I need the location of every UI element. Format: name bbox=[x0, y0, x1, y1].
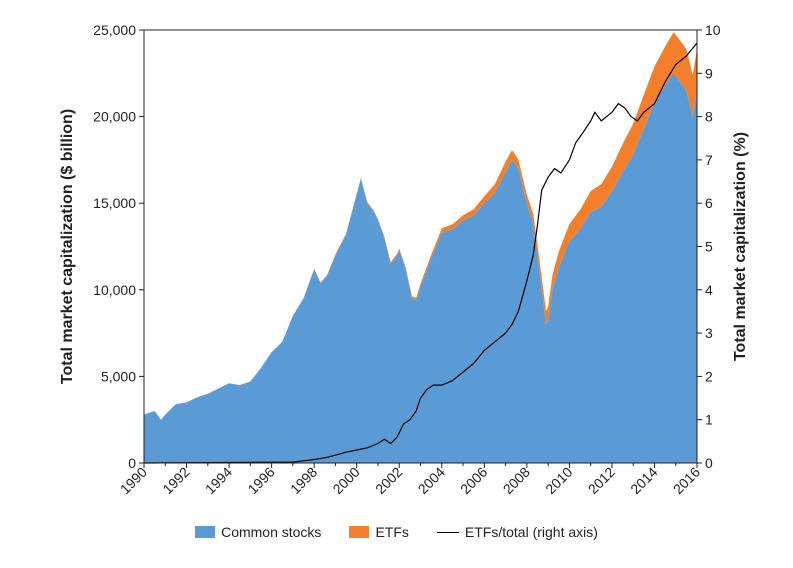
y-right-tick-label: 2 bbox=[705, 368, 713, 384]
legend-label-common-stocks: Common stocks bbox=[221, 524, 322, 540]
x-tick-label: 2000 bbox=[329, 464, 362, 497]
legend-swatch-etf-ratio bbox=[436, 531, 459, 533]
y-left-tick-label: 15,000 bbox=[93, 195, 136, 211]
y-left-tick-label: 5,000 bbox=[101, 368, 136, 384]
x-tick-label: 2008 bbox=[500, 464, 533, 497]
x-tick-label: 2016 bbox=[670, 464, 703, 497]
legend-item-etf-ratio: ETFs/total (right axis) bbox=[436, 524, 598, 540]
y-right-tick-label: 7 bbox=[705, 152, 713, 168]
x-tick-label: 2010 bbox=[542, 464, 575, 497]
y-right-tick-label: 10 bbox=[705, 22, 721, 38]
y-right-tick-label: 3 bbox=[705, 325, 713, 341]
y-right-tick-label: 6 bbox=[705, 195, 713, 211]
x-tick-label: 2012 bbox=[585, 464, 618, 497]
common-stocks-area bbox=[144, 73, 697, 464]
y-left-tick-label: 20,000 bbox=[93, 109, 136, 125]
x-tick-label: 1992 bbox=[159, 464, 192, 497]
x-tick-label: 2002 bbox=[372, 464, 405, 497]
x-tick-label: 1994 bbox=[202, 464, 235, 497]
y-right-tick-label: 0 bbox=[705, 455, 713, 471]
chart-svg: 0 5,000 10,000 15,000 20,000 25,000 0 1 2 3 4 5 6 7 8 9… bbox=[59, 22, 749, 497]
y-right-tick-label: 5 bbox=[705, 239, 713, 255]
legend-label-etf-ratio: ETFs/total (right axis) bbox=[464, 524, 598, 540]
y-right-axis-title: Total market capitalization (%) bbox=[732, 132, 749, 361]
y-right-tick-label: 4 bbox=[705, 282, 713, 298]
legend-item-common-stocks: Common stocks bbox=[195, 524, 321, 540]
etf-ratio-line bbox=[143, 42, 698, 464]
y-right-tick-label: 8 bbox=[705, 109, 713, 125]
legend-item-etfs: ETFs bbox=[349, 524, 409, 540]
y-left-tick-label: 0 bbox=[128, 455, 136, 471]
x-tick-label: 1990 bbox=[117, 464, 150, 497]
y-left-tick-label: 10,000 bbox=[93, 282, 136, 298]
x-tick-label: 1996 bbox=[244, 464, 277, 497]
y-right-tick-label: 9 bbox=[705, 65, 713, 81]
x-tick-label: 2014 bbox=[627, 464, 660, 497]
y-left-tick-label: 25,000 bbox=[93, 22, 136, 38]
x-tick-label: 2004 bbox=[415, 464, 448, 497]
x-tick-label: 1998 bbox=[287, 464, 320, 497]
y-right-tick-label: 1 bbox=[705, 412, 713, 428]
legend-swatch-common-stocks bbox=[195, 526, 216, 538]
legend-swatch-etfs bbox=[349, 526, 370, 538]
legend-label-etfs: ETFs bbox=[375, 524, 409, 540]
y-left-axis-title: Total market capitalization ($ billion) bbox=[59, 109, 76, 384]
x-tick-label: 2006 bbox=[457, 464, 490, 497]
legend: Common stocks ETFs ETFs/total (right axi… bbox=[0, 520, 793, 544]
